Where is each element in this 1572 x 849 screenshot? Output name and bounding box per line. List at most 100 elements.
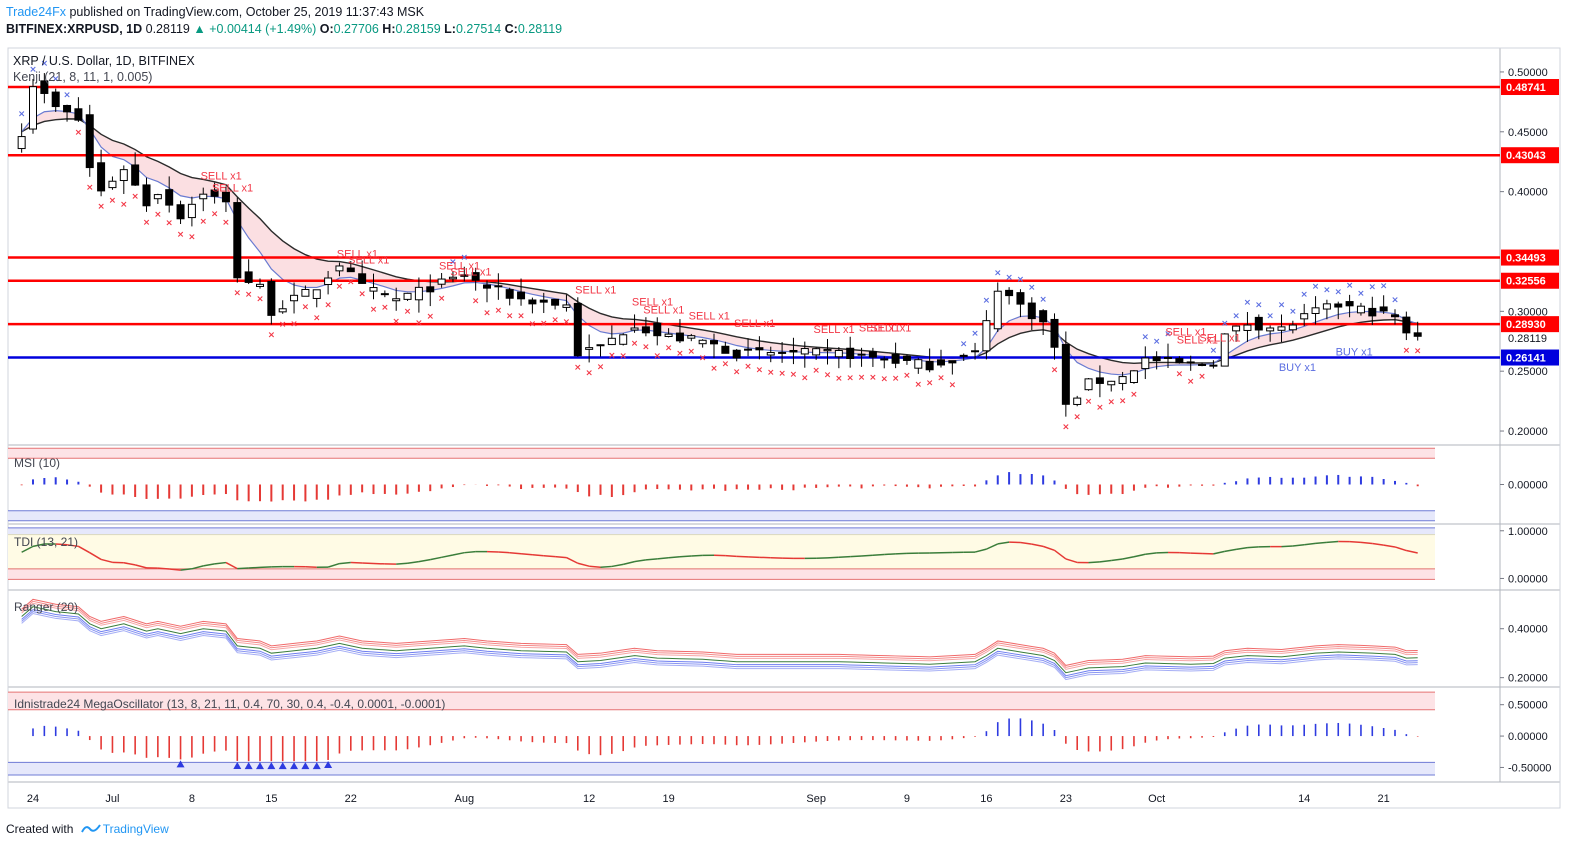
candle[interactable] <box>710 333 718 359</box>
candle[interactable] <box>619 333 628 346</box>
candle[interactable] <box>925 348 934 373</box>
candle[interactable] <box>585 334 594 363</box>
candle[interactable] <box>971 342 980 360</box>
candle[interactable] <box>403 292 412 301</box>
candle[interactable] <box>233 197 242 283</box>
candle[interactable] <box>551 298 560 310</box>
candle[interactable] <box>199 187 208 212</box>
candle[interactable] <box>426 274 435 307</box>
candle[interactable] <box>868 347 877 367</box>
candle[interactable] <box>1209 360 1218 369</box>
price-pane[interactable]: ××××××××× ×××××× ××××× × ××× ××××× ××× ××××××× ×… <box>8 59 1500 433</box>
candle[interactable] <box>732 348 741 362</box>
candle[interactable] <box>312 289 321 308</box>
author-link[interactable]: Trade24Fx <box>6 5 66 19</box>
candle[interactable] <box>1073 395 1082 407</box>
candle[interactable] <box>823 338 832 365</box>
candle[interactable] <box>494 273 503 300</box>
candle[interactable] <box>380 290 389 298</box>
candle[interactable] <box>153 193 162 204</box>
candle[interactable] <box>165 176 174 213</box>
candle[interactable] <box>176 200 185 225</box>
candle[interactable] <box>528 297 537 314</box>
symbol-name[interactable]: BITFINEX:XRPUSD, 1D <box>6 22 143 36</box>
candle[interactable] <box>17 123 26 153</box>
candle[interactable] <box>687 333 696 342</box>
candle[interactable] <box>29 79 37 134</box>
candle[interactable] <box>1118 371 1127 391</box>
candle[interactable] <box>607 325 616 346</box>
candle[interactable] <box>358 260 367 284</box>
candle[interactable] <box>891 342 900 369</box>
candle[interactable] <box>1368 296 1377 325</box>
candle[interactable] <box>210 182 219 204</box>
candle[interactable] <box>1107 380 1116 392</box>
candle[interactable] <box>1232 325 1241 342</box>
candle[interactable] <box>1129 370 1138 384</box>
candle[interactable] <box>789 337 798 365</box>
candle[interactable] <box>630 314 639 333</box>
candle[interactable] <box>1277 314 1286 342</box>
candle[interactable] <box>948 360 957 375</box>
candle[interactable] <box>1266 325 1275 342</box>
candle[interactable] <box>85 104 94 177</box>
candle[interactable] <box>187 196 196 227</box>
candle[interactable] <box>437 273 446 288</box>
candle[interactable] <box>1254 314 1263 340</box>
candle[interactable] <box>256 278 264 289</box>
candle[interactable] <box>119 165 128 194</box>
tradingview-link[interactable]: TradingView <box>102 822 169 836</box>
candle[interactable] <box>675 319 684 344</box>
candle[interactable] <box>1311 296 1320 325</box>
candle[interactable] <box>1186 355 1195 371</box>
candle[interactable] <box>959 353 968 361</box>
candle[interactable] <box>1220 333 1229 367</box>
candle[interactable] <box>857 347 866 367</box>
candle[interactable] <box>1379 295 1388 314</box>
candle[interactable] <box>596 344 605 357</box>
candle[interactable] <box>278 300 287 314</box>
candle[interactable] <box>460 266 469 282</box>
candle[interactable] <box>1152 351 1161 370</box>
candle[interactable] <box>1288 320 1297 334</box>
candle[interactable] <box>1050 313 1059 360</box>
candle[interactable] <box>335 262 344 277</box>
candle[interactable] <box>392 287 401 311</box>
candle[interactable] <box>1322 299 1331 320</box>
candle[interactable] <box>483 280 491 303</box>
candle[interactable] <box>1402 311 1411 341</box>
candle[interactable] <box>74 97 83 122</box>
candle[interactable] <box>573 297 582 357</box>
candle[interactable] <box>778 342 787 363</box>
candle[interactable] <box>698 339 707 348</box>
candle[interactable] <box>641 317 650 337</box>
candle[interactable] <box>766 346 775 363</box>
candle[interactable] <box>1061 331 1070 417</box>
candle[interactable] <box>369 273 378 300</box>
candle[interactable] <box>1300 303 1309 327</box>
candle[interactable] <box>505 287 514 306</box>
candle[interactable] <box>290 282 299 314</box>
candle[interactable] <box>1391 309 1399 325</box>
candle[interactable] <box>131 152 140 186</box>
candle[interactable] <box>834 347 843 369</box>
candle[interactable] <box>993 282 1002 332</box>
candle[interactable] <box>108 176 117 190</box>
candle[interactable] <box>301 285 310 297</box>
candle[interactable] <box>414 277 423 313</box>
candle[interactable] <box>324 270 333 295</box>
mega-oscillator-pane[interactable] <box>22 718 1419 770</box>
candle[interactable] <box>1039 309 1048 335</box>
candle[interactable] <box>267 278 276 325</box>
candle[interactable] <box>914 357 923 374</box>
candle[interactable] <box>448 271 457 283</box>
candle[interactable] <box>800 341 809 368</box>
candle[interactable] <box>744 338 753 357</box>
candle[interactable] <box>221 186 230 212</box>
candle[interactable] <box>902 354 911 365</box>
candle[interactable] <box>471 267 480 291</box>
candle[interactable] <box>346 260 355 273</box>
candle[interactable] <box>1164 343 1172 368</box>
candle[interactable] <box>721 341 730 354</box>
